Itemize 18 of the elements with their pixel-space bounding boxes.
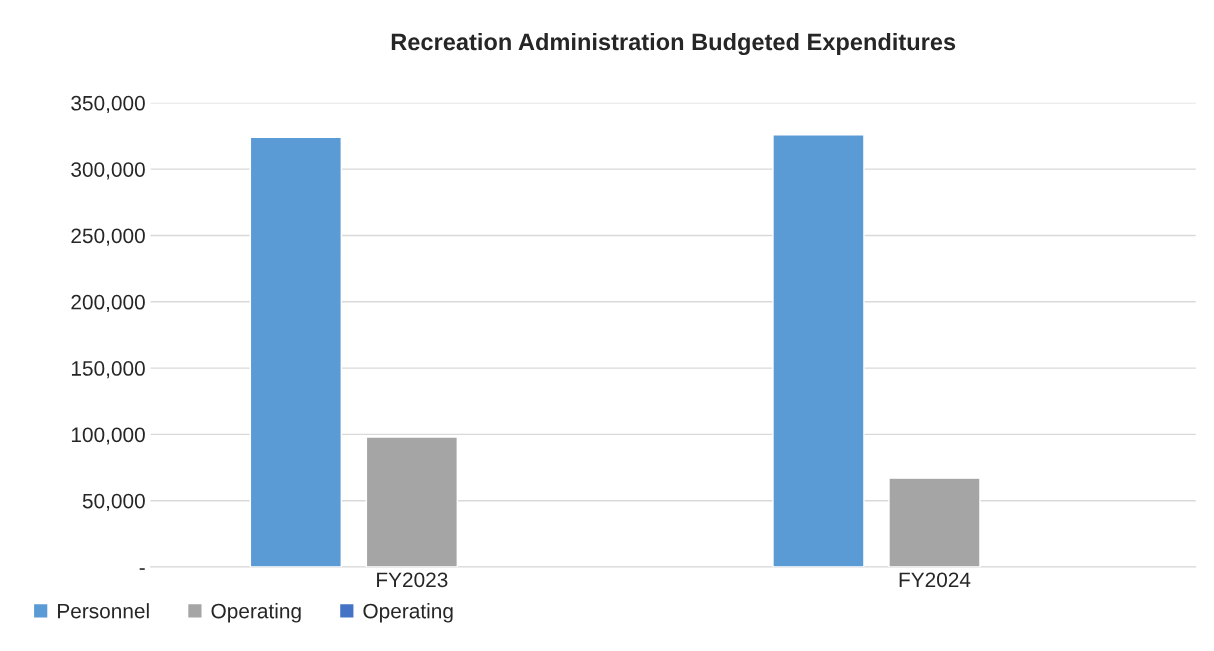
legend-label: Personnel (58, 603, 149, 619)
y-tick-label: 250,000 (71, 228, 145, 246)
x-tick-label: FY2023 (377, 572, 448, 588)
bar (772, 133, 865, 568)
bar (365, 436, 459, 568)
y-tick-label: 200,000 (71, 294, 145, 312)
chart-title: Recreation Administration Budgeted Expenditures (391, 32, 956, 56)
legend-label: Operating (363, 603, 453, 623)
y-tick-label: 150,000 (71, 361, 145, 379)
y-tick-label: 350,000 (71, 95, 145, 114)
y-tick-label: - (139, 568, 145, 570)
x-tick-label: FY2024 (899, 572, 971, 588)
bar (888, 477, 981, 568)
legend-label: Operating (211, 603, 301, 623)
bar (249, 136, 342, 568)
y-tick-label: 50,000 (82, 493, 145, 511)
y-tick-label: 100,000 (71, 427, 145, 445)
y-tick-label: 300,000 (71, 162, 145, 180)
